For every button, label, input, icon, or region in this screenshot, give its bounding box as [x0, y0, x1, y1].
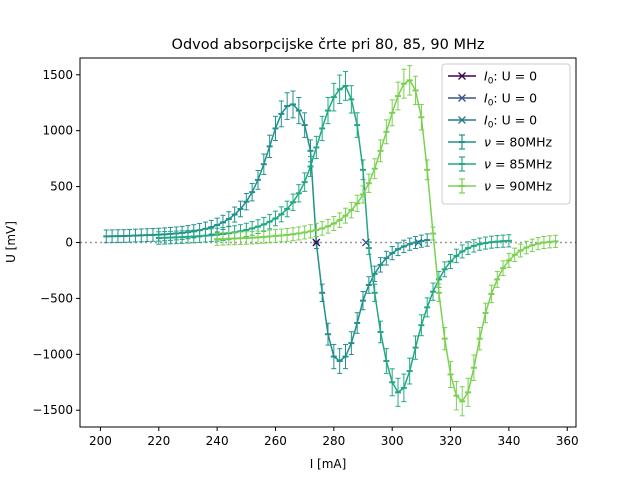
legend-label: I0: U = 0 [484, 113, 537, 131]
legend-entry: I0: U = 0 [448, 113, 537, 131]
y-tick-label: 1000 [42, 124, 73, 138]
x-tick-label: 340 [497, 434, 520, 448]
legend-marker [458, 94, 466, 102]
legend-marker [458, 72, 466, 80]
legend-box [441, 63, 571, 205]
legend: I0: U = 0 I0: U = 0 I0: U = 0 ν = 80MHz ν = … [441, 63, 571, 205]
x-tick-label: 320 [439, 434, 462, 448]
legend-label: I0: U = 0 [484, 69, 537, 87]
y-tick-label: 1500 [42, 68, 73, 82]
x-tick-label: 300 [381, 434, 404, 448]
x-tick-label: 200 [89, 434, 112, 448]
y-axis-label: U [mV] [4, 221, 18, 263]
x-tick-label: 280 [322, 434, 345, 448]
x-axis-label: I [mA] [310, 457, 347, 471]
legend-entry: I0: U = 0 [448, 91, 537, 109]
y-tick-label: 500 [50, 180, 73, 194]
zero-crossing-marker [361, 238, 370, 247]
x-tick-label: 360 [556, 434, 579, 448]
legend-label: ν = 85MHz [484, 157, 553, 172]
y-tick-label: −1500 [32, 403, 73, 417]
x-tick-label: 240 [206, 434, 229, 448]
legend-label: ν = 90MHz [484, 179, 553, 194]
legend-label: I0: U = 0 [484, 91, 537, 109]
legend-entry: I0: U = 0 [448, 69, 537, 87]
chart-title: Odvod absorpcijske črte pri 80, 85, 90 M… [172, 37, 485, 53]
zero-crossing-marker [414, 238, 423, 247]
y-tick-label: 0 [65, 236, 73, 250]
plot-frame [79, 57, 577, 428]
y-tick-label: −1000 [32, 347, 73, 361]
legend-entry: ν = 80MHz [448, 134, 553, 150]
zero-crossing-marker [312, 238, 321, 247]
x-tick-label: 220 [147, 434, 170, 448]
x-tick-label: 260 [264, 434, 287, 448]
legend-marker [458, 116, 466, 124]
legend-entry: ν = 85MHz [448, 156, 553, 172]
y-tick-label: −500 [40, 291, 73, 305]
legend-entry: ν = 90MHz [448, 178, 553, 194]
series-3 [214, 65, 559, 417]
legend-label: ν = 80MHz [484, 135, 553, 150]
